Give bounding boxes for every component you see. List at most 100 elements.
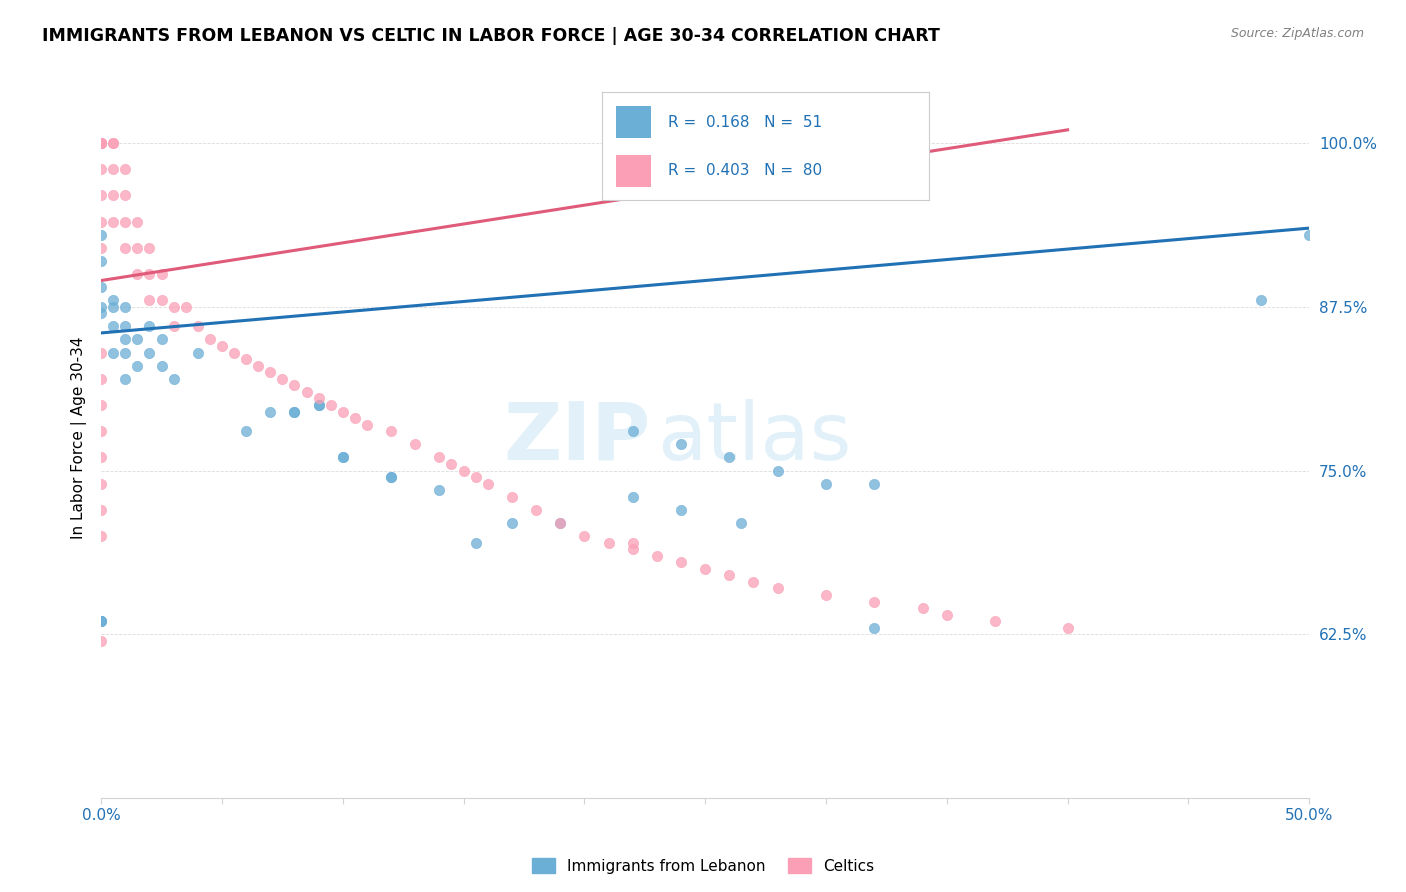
Point <box>621 542 644 557</box>
Point <box>380 470 402 484</box>
Point <box>114 300 136 314</box>
Point <box>187 319 209 334</box>
Point <box>150 267 173 281</box>
Point <box>103 214 125 228</box>
Point <box>283 378 305 392</box>
Point <box>548 516 571 530</box>
Point <box>319 398 342 412</box>
Point <box>863 594 886 608</box>
Point <box>162 300 184 314</box>
Point <box>90 188 112 202</box>
Point <box>464 535 486 549</box>
Point <box>90 136 112 150</box>
Point <box>150 359 173 373</box>
Point <box>911 601 934 615</box>
Point <box>90 136 112 150</box>
Point <box>162 372 184 386</box>
Point <box>259 404 281 418</box>
Point <box>114 241 136 255</box>
Text: Source: ZipAtlas.com: Source: ZipAtlas.com <box>1230 27 1364 40</box>
Point <box>90 136 112 150</box>
Point <box>90 614 112 628</box>
Point <box>1250 293 1272 308</box>
Point <box>356 417 378 432</box>
Point <box>1056 621 1078 635</box>
Point <box>621 535 644 549</box>
Point <box>187 345 209 359</box>
Point <box>645 549 668 563</box>
Point <box>127 333 149 347</box>
Point <box>380 424 402 438</box>
Point <box>138 241 160 255</box>
Point <box>103 136 125 150</box>
Point <box>222 345 245 359</box>
Point <box>103 319 125 334</box>
Point <box>343 411 366 425</box>
Point <box>669 503 692 517</box>
Point <box>730 516 752 530</box>
Point <box>332 450 354 465</box>
Point <box>114 188 136 202</box>
Point <box>90 614 112 628</box>
Point <box>150 333 173 347</box>
Point <box>138 319 160 334</box>
Point <box>429 450 451 465</box>
Point <box>308 398 330 412</box>
Point <box>669 437 692 451</box>
Point <box>114 319 136 334</box>
Point <box>332 404 354 418</box>
Point <box>127 267 149 281</box>
Point <box>814 476 837 491</box>
Point <box>114 333 136 347</box>
Point <box>90 529 112 543</box>
Point <box>380 470 402 484</box>
Point <box>138 293 160 308</box>
Point <box>283 404 305 418</box>
Point <box>524 503 547 517</box>
Point <box>453 463 475 477</box>
Point <box>90 227 112 242</box>
Point <box>271 372 294 386</box>
Point <box>718 450 741 465</box>
Point <box>1298 227 1320 242</box>
Point <box>259 365 281 379</box>
Point <box>90 136 112 150</box>
Point <box>103 162 125 177</box>
Point <box>308 398 330 412</box>
Point <box>90 280 112 294</box>
Point <box>574 529 596 543</box>
Point <box>114 372 136 386</box>
Point <box>90 253 112 268</box>
Point <box>114 162 136 177</box>
Point <box>863 621 886 635</box>
Point <box>90 424 112 438</box>
Point <box>90 300 112 314</box>
Point <box>114 345 136 359</box>
Point <box>90 214 112 228</box>
Text: atlas: atlas <box>657 399 851 476</box>
Point <box>742 574 765 589</box>
Point <box>935 607 957 622</box>
Point <box>90 306 112 320</box>
Point <box>90 136 112 150</box>
Point <box>814 588 837 602</box>
Point <box>90 241 112 255</box>
Point <box>90 614 112 628</box>
Point <box>621 490 644 504</box>
Point <box>235 424 257 438</box>
Point <box>621 424 644 438</box>
Point <box>283 404 305 418</box>
Point <box>501 516 523 530</box>
Text: ZIP: ZIP <box>503 399 651 476</box>
Point <box>464 470 486 484</box>
Point <box>332 450 354 465</box>
Point <box>211 339 233 353</box>
Point <box>308 392 330 406</box>
Point <box>429 483 451 498</box>
Point <box>174 300 197 314</box>
Point <box>162 319 184 334</box>
Point <box>501 490 523 504</box>
Point <box>669 555 692 569</box>
Point <box>235 352 257 367</box>
Point <box>718 568 741 582</box>
